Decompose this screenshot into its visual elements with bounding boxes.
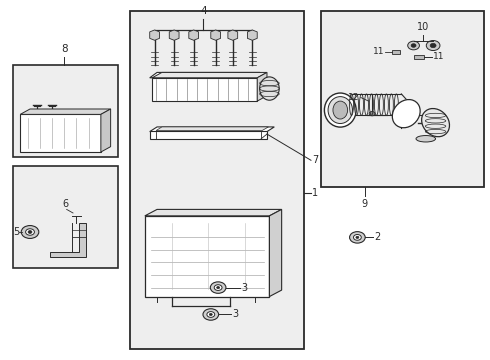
- Polygon shape: [20, 109, 111, 114]
- Polygon shape: [228, 30, 238, 40]
- Text: 10: 10: [417, 22, 429, 32]
- Bar: [321, 12, 485, 187]
- Circle shape: [209, 314, 212, 316]
- Bar: [150, 131, 267, 139]
- Text: 8: 8: [61, 45, 68, 54]
- Circle shape: [426, 41, 440, 50]
- Text: 12: 12: [348, 93, 360, 102]
- Bar: [20, 114, 101, 152]
- Text: 4: 4: [200, 6, 207, 16]
- Ellipse shape: [392, 100, 420, 128]
- Polygon shape: [145, 210, 282, 216]
- Polygon shape: [152, 72, 267, 78]
- Text: 5: 5: [13, 227, 19, 237]
- Polygon shape: [150, 72, 267, 78]
- Text: 3: 3: [232, 310, 239, 319]
- Ellipse shape: [328, 96, 352, 123]
- Circle shape: [217, 287, 220, 289]
- Text: 3: 3: [241, 283, 247, 293]
- Circle shape: [28, 230, 32, 233]
- Ellipse shape: [416, 135, 436, 142]
- Polygon shape: [169, 30, 179, 40]
- Text: 6: 6: [62, 199, 68, 210]
- Ellipse shape: [333, 101, 347, 119]
- Polygon shape: [270, 210, 282, 297]
- Polygon shape: [49, 223, 86, 257]
- Bar: [13, 65, 118, 157]
- Text: 11: 11: [433, 53, 444, 62]
- Text: 9: 9: [362, 199, 368, 209]
- Ellipse shape: [421, 108, 449, 137]
- Bar: [414, 55, 424, 59]
- Text: 7: 7: [312, 155, 318, 165]
- Polygon shape: [211, 30, 220, 40]
- Ellipse shape: [260, 77, 279, 100]
- Circle shape: [21, 226, 39, 238]
- Circle shape: [353, 234, 361, 240]
- Circle shape: [25, 229, 34, 235]
- Bar: [152, 78, 257, 101]
- Bar: [392, 50, 400, 54]
- Polygon shape: [156, 127, 269, 131]
- Circle shape: [430, 43, 436, 48]
- Circle shape: [356, 236, 359, 238]
- Polygon shape: [150, 127, 274, 132]
- Circle shape: [349, 231, 365, 243]
- Polygon shape: [101, 109, 111, 152]
- Polygon shape: [257, 72, 267, 101]
- Circle shape: [369, 112, 375, 116]
- Circle shape: [203, 309, 219, 320]
- Circle shape: [214, 285, 222, 291]
- Ellipse shape: [324, 93, 356, 127]
- Circle shape: [408, 41, 419, 50]
- Text: 2: 2: [374, 232, 380, 242]
- Circle shape: [207, 312, 215, 318]
- Bar: [130, 12, 304, 348]
- Text: 11: 11: [373, 48, 384, 57]
- Circle shape: [411, 44, 416, 47]
- Bar: [145, 216, 270, 297]
- Circle shape: [210, 282, 226, 293]
- Bar: [13, 166, 118, 268]
- Polygon shape: [247, 30, 257, 40]
- Polygon shape: [189, 30, 198, 40]
- Text: 1: 1: [312, 188, 318, 198]
- Polygon shape: [150, 30, 159, 40]
